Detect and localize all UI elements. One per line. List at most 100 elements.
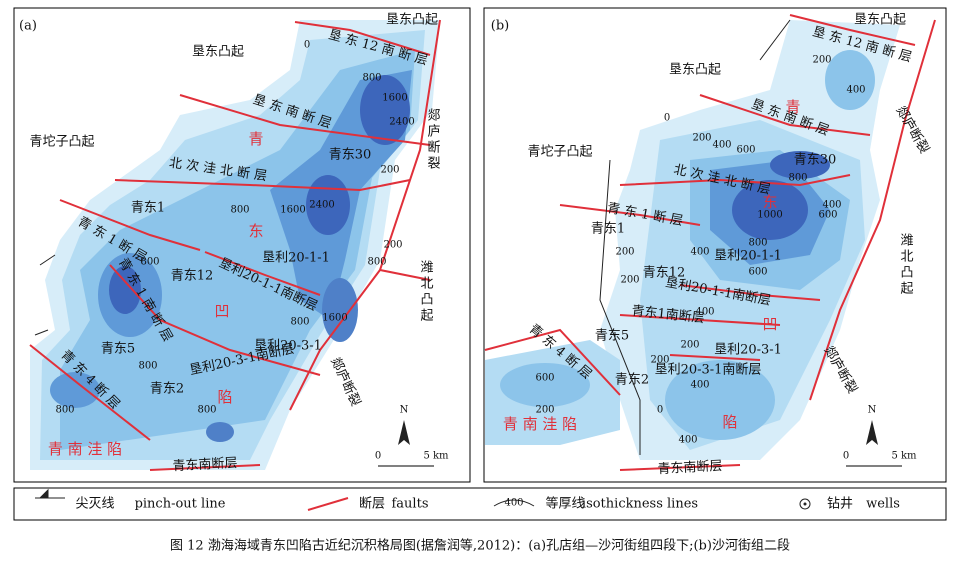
contour-label: 600 [818, 210, 837, 221]
basin-label: 青 南 洼 陷 [48, 440, 122, 458]
map-label: 青东1南断层 [631, 303, 706, 327]
basin-label: 陷 [217, 388, 232, 406]
contour-label: 0 [664, 113, 670, 124]
basin-label: 青 [248, 130, 263, 148]
legend-label: wells [866, 497, 900, 512]
basin-label: 陷 [722, 413, 737, 431]
contour-label: 800 [138, 361, 157, 372]
map-label: 垦利20-3-1南断层 [655, 362, 762, 378]
map-label: 郯庐断裂 [425, 108, 441, 172]
map-label: 潍北凸起 [898, 233, 914, 297]
basin-label: 东 [762, 193, 777, 211]
contour-label: 400 [822, 200, 841, 211]
basin-label: 凹 [762, 315, 777, 333]
contour-label: 800 [140, 257, 159, 268]
contour-label: 800 [748, 238, 767, 249]
legend-label: pinch-out line [135, 497, 226, 512]
legend-frame [13, 487, 947, 521]
basin-label: 青 [785, 98, 800, 116]
legend-label: 尖灭线 [75, 497, 114, 512]
contour-label: 800 [197, 405, 216, 416]
scale-label: 0 [843, 451, 849, 462]
scale-label: 0 [375, 451, 381, 462]
map-label: 潍北凸起 [418, 260, 434, 324]
contour-label: 0 [304, 40, 310, 51]
scale-bars [378, 420, 902, 467]
contour-label: 0 [657, 405, 663, 416]
map-label: 垦利20-3-1 [254, 339, 322, 354]
map-label: 青东5 [595, 329, 629, 344]
contour-label: 200 [620, 275, 639, 286]
contour-label: 2400 [389, 117, 414, 128]
map-label: 青东12 [171, 269, 214, 284]
contour-label: 600 [748, 267, 767, 278]
contour-label: 200 [615, 247, 634, 258]
contour-label: 600 [535, 373, 554, 384]
map-label: 垦利20-1-1 [714, 249, 782, 264]
contour-label: 800 [367, 257, 386, 268]
contour-label: 800 [55, 405, 74, 416]
map-label: 青东12 [643, 266, 686, 281]
contour-label: 1600 [280, 205, 305, 216]
panel-a-map [29, 19, 441, 471]
caption: 图 12 渤海海域青东凹陷古近纪沉积格局图(据詹润等,2012)：(a)孔店组—… [170, 538, 790, 554]
map-label: 青坨子凸起 [29, 134, 94, 150]
contour-label: 200 [383, 240, 402, 251]
legend-label: isothickness lines [582, 497, 698, 512]
map-label: 垦利20-3-1 [714, 343, 782, 358]
contour-label: 200 [535, 405, 554, 416]
contour-label: 200 [380, 165, 399, 176]
map-label: 垦东凸起 [669, 63, 721, 78]
contour-label: 1600 [382, 93, 407, 104]
scale-label: N [868, 405, 877, 416]
map-label: 青东30 [794, 153, 837, 168]
map-label: 青东5 [101, 342, 135, 357]
map-label: 垦利20-1-1 [262, 251, 330, 266]
contour-label: 800 [230, 205, 249, 216]
map-label: 青东1 [131, 201, 165, 216]
contour-label: 400 [690, 247, 709, 258]
contour-label: 400 [695, 307, 714, 318]
map-label: 青东30 [329, 148, 372, 163]
contour-label: 2400 [309, 200, 334, 211]
contour-label: 200 [680, 340, 699, 351]
legend-label: 等厚线 [545, 496, 584, 512]
legend-label: 钻井 [827, 497, 853, 512]
contour-label: 800 [788, 173, 807, 184]
map-label: 垦东凸起 [192, 45, 244, 60]
contour-label: 200 [692, 133, 711, 144]
scale-label: 5 km [891, 451, 917, 462]
legend-label: 断层 [359, 497, 385, 512]
contour-label: 800 [362, 73, 381, 84]
panel-b-map [484, 14, 936, 471]
contour-label: 800 [290, 317, 309, 328]
contour-label: 400 [690, 380, 709, 391]
scale-label: 5 km [423, 451, 449, 462]
map-label: (b) [491, 19, 509, 34]
scale-label: N [400, 405, 409, 416]
contour-label: 200 [812, 55, 831, 66]
map-label: 青东南断层 [172, 455, 238, 474]
contour-label: 1000 [757, 210, 782, 221]
contour-label: 600 [736, 145, 755, 156]
map-label: 垦东凸起 [386, 13, 438, 28]
map-label: 青东2 [615, 373, 649, 388]
map-label: (a) [19, 19, 37, 34]
map-label: 垦东凸起 [854, 13, 906, 28]
contour-label: 400 [712, 140, 731, 151]
contour-label: 400 [678, 435, 697, 446]
basin-label: 凹 [214, 302, 229, 320]
map-label: 青东2 [150, 382, 184, 397]
legend-icons [35, 488, 811, 511]
contour-label: 400 [846, 85, 865, 96]
legend-label: faults [392, 497, 429, 512]
map-label: 青坨子凸起 [527, 144, 592, 160]
map-label: 青东南断层 [657, 458, 723, 477]
contour-label: 1600 [322, 313, 347, 324]
legend-label: 400 [504, 498, 523, 509]
basin-label: 青 南 洼 陷 [503, 415, 577, 433]
basin-label: 东 [248, 222, 263, 240]
contour-label: 200 [650, 355, 669, 366]
map-label: 青东1 [591, 222, 625, 237]
